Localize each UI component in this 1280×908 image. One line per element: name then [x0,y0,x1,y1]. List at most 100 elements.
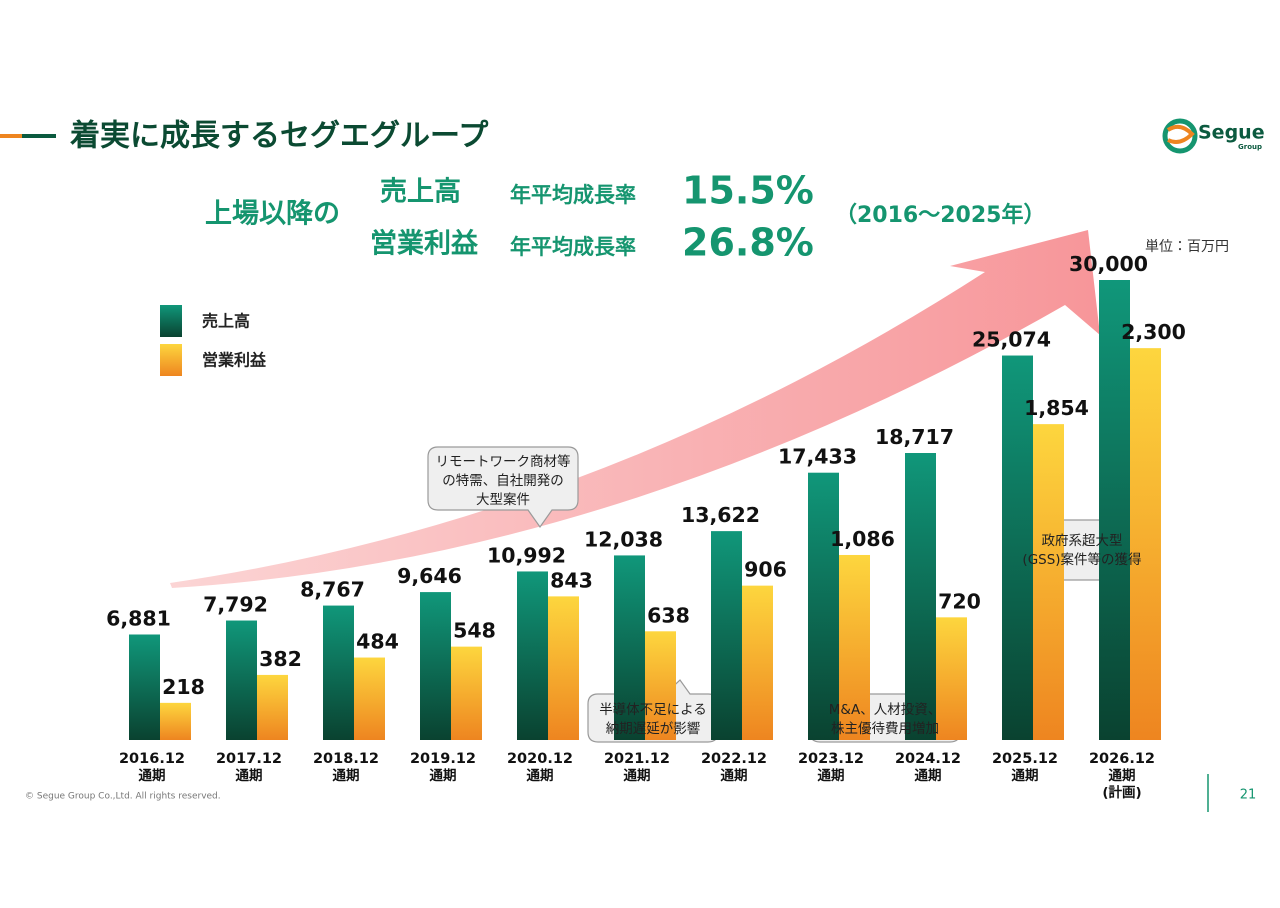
value-label: 18,717 [875,425,954,449]
value-label: 6,881 [106,606,171,630]
callout-text: 株主優待費用増加 [831,721,939,737]
bar [548,596,579,740]
x-tick-label: (計画) [1102,784,1141,801]
logo-mark [1162,118,1198,154]
callout-text: 半導体不足による [599,702,707,718]
bar [160,702,191,740]
legend-swatch [160,344,182,376]
x-tick-label: 通期 [527,768,554,784]
callout-text: 大型案件 [476,492,530,508]
value-label: 382 [259,647,302,671]
bar [905,453,936,740]
growth-arrow [170,230,1100,588]
legend-label: 売上高 [202,312,250,331]
unit-label: 単位：百万円 [1145,239,1229,255]
bar [517,571,548,740]
x-tick-label: 通期 [818,768,845,784]
x-tick-label: 2023.12 [798,751,864,767]
x-tick-label: 2022.12 [701,751,767,767]
x-tick-label: 2024.12 [895,751,961,767]
bar [226,620,257,740]
legend-swatch [160,305,182,337]
value-label: 548 [453,619,496,643]
value-label: 2,300 [1121,320,1186,344]
headline-metric: 売上高 [380,177,461,208]
logo-subtext: Group [1238,143,1262,151]
x-tick-label: 通期 [236,768,263,784]
value-label: 12,038 [584,527,663,551]
bar [936,617,967,740]
x-tick-label: 2016.12 [119,751,185,767]
value-label: 13,622 [681,503,760,527]
x-tick-label: 通期 [624,768,651,784]
headline-metric: 営業利益 [370,228,479,260]
bar [1033,424,1064,740]
bar [711,531,742,740]
x-tick-label: 通期 [139,768,166,784]
bar [420,592,451,740]
logo-text: Segue [1198,122,1265,144]
callout-text: 納期遅延が影響 [606,721,701,737]
callout-text: の特需、自社開発の [442,473,564,489]
bar [257,674,288,740]
value-label: 8,767 [300,578,365,602]
logo: Segue Group [1162,118,1265,154]
value-label: 7,792 [203,593,268,617]
bar [614,555,645,740]
callout-text: M&A、人材投資、 [829,702,941,718]
x-tick-label: 2020.12 [507,751,573,767]
x-tick-label: 2025.12 [992,751,1058,767]
rate-label: 年平均成長率 [510,183,636,207]
value-label: 30,000 [1069,252,1148,276]
x-tick-label: 通期 [1109,768,1136,784]
callout-box [427,446,579,529]
x-tick-label: 2018.12 [313,751,379,767]
x-tick-label: 2019.12 [410,751,476,767]
bar [1099,280,1130,740]
value-label: 10,992 [487,543,566,567]
bar [645,631,676,740]
value-label: 638 [647,603,690,627]
value-label: 25,074 [972,328,1051,352]
bar [129,634,160,740]
bar [839,554,870,740]
page-number: 21 [1240,788,1257,803]
x-tick-label: 2017.12 [216,751,282,767]
x-tick-label: 通期 [333,768,360,784]
bar [808,472,839,740]
legend-label: 営業利益 [202,351,267,370]
bar [323,605,354,740]
value-label: 218 [162,675,205,699]
rate-value: 26.8% [682,221,814,265]
value-label: 484 [356,630,399,654]
value-label: 906 [744,558,787,582]
bar [1002,355,1033,740]
x-tick-label: 通期 [1012,768,1039,784]
value-label: 17,433 [778,445,857,469]
x-tick-label: 通期 [430,768,457,784]
bar [1130,348,1161,740]
value-label: 9,646 [397,564,462,588]
callout-text: (GSS)案件等の獲得 [1022,551,1141,568]
rate-value: 15.5% [682,169,814,213]
x-tick-label: 2026.12 [1089,751,1155,767]
value-label: 1,086 [830,527,895,551]
slide-title: 着実に成長するセグエグループ [70,119,489,154]
callout-text: 政府系超大型 [1042,533,1123,549]
callout-text: リモートワーク商材等 [436,453,571,470]
x-tick-label: 通期 [721,768,748,784]
value-label: 843 [550,568,593,592]
headline-lead: 上場以降の [205,199,340,230]
x-tick-label: 2021.12 [604,751,670,767]
bar [354,657,385,740]
rate-label: 年平均成長率 [510,235,636,259]
headline-period: （2016～2025年） [835,202,1045,228]
bar [451,646,482,740]
logo-mark [1166,124,1195,144]
value-label: 1,854 [1024,396,1089,420]
x-tick-label: 通期 [915,768,942,784]
value-label: 720 [938,589,981,613]
copyright: © Segue Group Co.,Ltd. All rights reserv… [25,792,221,802]
